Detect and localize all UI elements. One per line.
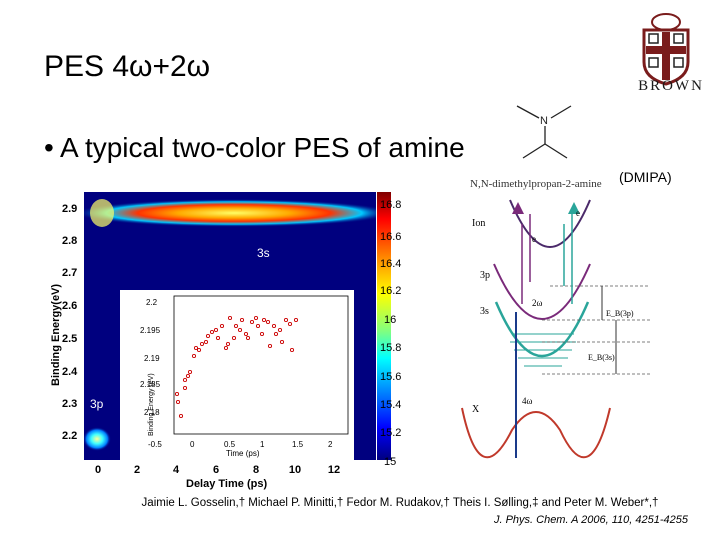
inset-x-tick: -0.5	[148, 440, 162, 449]
inset-y-tick: 2.185	[140, 380, 161, 389]
pes-y-tick: 2.2	[62, 430, 78, 442]
pes-x-tick: 8	[252, 464, 260, 476]
pes-x-tick: 12	[327, 464, 341, 476]
inset-x-tick: 1	[260, 440, 265, 449]
inset-x-title: Time (ps)	[226, 449, 260, 458]
inset-y-tick: 2.195	[140, 326, 161, 335]
bullet-label: A typical two-color PES of amine	[60, 132, 465, 163]
diagram-label-3p: 3p	[480, 270, 490, 281]
pes-y-tick: 2.6	[62, 300, 78, 312]
colorbar-tick: 16.4	[380, 258, 402, 270]
logo-wordmark: BROWN	[638, 78, 704, 94]
pes-x-axis-title: Delay Time (ps)	[186, 478, 268, 490]
state-label-3p: 3p	[90, 397, 104, 411]
inset-y-tick: 2.2	[146, 298, 158, 307]
diagram-label-3s: 3s	[480, 306, 489, 317]
colorbar-tick: 15.4	[380, 399, 402, 411]
inset-x-tick: 0.5	[224, 440, 236, 449]
pes-y-tick: 2.7	[62, 267, 78, 279]
inset-x-tick: 1.5	[292, 440, 304, 449]
inset-x-tick: 2	[328, 440, 333, 449]
diagram-label-4omega: 4ω	[522, 396, 533, 406]
bullet-text: • A typical two-color PES of amine	[44, 132, 465, 163]
pes-y-tick: 2.5	[62, 333, 78, 345]
molecule-abbreviation: (DMIPA)	[619, 169, 672, 185]
state-label-3s: 3s	[257, 246, 270, 260]
brown-logo	[642, 13, 690, 86]
molecule-structure: N	[516, 105, 572, 159]
diagram-label-e1: e	[532, 234, 536, 244]
colorbar-tick: 15.8	[380, 342, 402, 354]
citation-authors: Jaimie L. Gosselin,† Michael P. Minitti,…	[141, 497, 659, 509]
pes-y-tick: 2.9	[62, 203, 78, 215]
pes-x-tick: 2	[133, 464, 141, 476]
molecule-name: N,N-dimethylpropan-2-amine	[470, 178, 602, 190]
slide-title: PES 4ω+2ω	[44, 50, 211, 83]
diagram-label-ion: Ion	[472, 218, 485, 229]
pes-x-tick: 4	[172, 464, 180, 476]
colorbar-tick: 15	[384, 456, 397, 468]
colorbar-tick: 15.6	[380, 371, 402, 383]
diagram-label-e2: e	[576, 208, 580, 218]
pes-x-tick: 10	[288, 464, 302, 476]
inset-y-title: Binding Energy (eV)	[148, 373, 155, 436]
pes-x-tick: 6	[212, 464, 220, 476]
inset-y-tick: 2.18	[144, 408, 160, 417]
colorbar-tick: 16.2	[380, 285, 402, 297]
citation-journal: J. Phys. Chem. A 2006, 110, 4251-4255	[493, 514, 688, 526]
diagram-label-eb3s: E_B(3s)	[588, 353, 615, 362]
inset-y-tick: 2.19	[144, 354, 160, 363]
diagram-label-x: X	[472, 404, 480, 415]
energy-level-diagram: Ion 3p 3s X e e 2ω 4ω E_B(3p) E_B(3s)	[461, 199, 650, 459]
colorbar-tick: 15.2	[380, 427, 402, 439]
pes-x-tick: 0	[94, 464, 102, 476]
pes-y-tick: 2.8	[62, 235, 78, 247]
diagram-label-2omega: 2ω	[532, 298, 543, 308]
colorbar-tick: 16.8	[380, 199, 402, 211]
inset-plot: 2.2 2.195 2.19 2.185 2.18 Binding Energy…	[120, 290, 354, 460]
colorbar-tick: 16	[384, 314, 397, 326]
inset-plot-svg	[173, 295, 349, 435]
inset-x-tick: 0	[190, 440, 195, 449]
pes-y-tick: 2.4	[62, 366, 78, 378]
pes-y-tick: 2.3	[62, 398, 78, 410]
colorbar-tick: 16.6	[380, 231, 402, 243]
diagram-label-eb3p: E_B(3p)	[606, 309, 634, 318]
colorbar	[377, 192, 391, 460]
svg-text:N: N	[540, 115, 548, 127]
